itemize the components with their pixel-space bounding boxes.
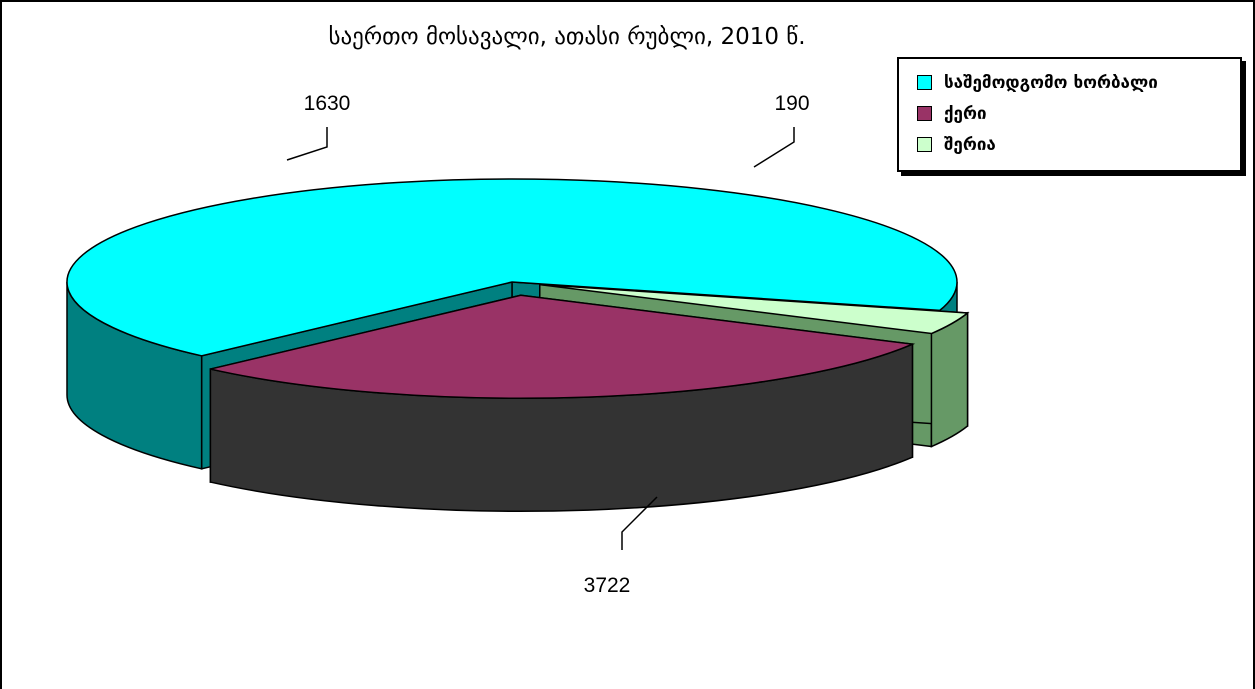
- legend-item: ქერი: [917, 98, 1240, 129]
- data-label: 3722: [584, 574, 631, 597]
- legend-swatch: [917, 75, 932, 90]
- data-label: 1630: [304, 92, 351, 115]
- legend: საშემოდგომო ხორბალი ქერი შერია: [897, 57, 1242, 172]
- legend-item: საშემოდგომო ხორბალი: [917, 67, 1240, 98]
- leader-line: [286, 127, 328, 161]
- legend-label: შერია: [944, 134, 996, 155]
- legend-label: ქერი: [944, 103, 987, 124]
- data-label: 190: [774, 92, 809, 115]
- legend-item: შერია: [917, 129, 1240, 160]
- pie-slice: [210, 294, 916, 400]
- leader-line: [621, 496, 658, 550]
- legend-swatch: [917, 106, 932, 121]
- legend-swatch: [917, 137, 932, 152]
- chart-title: საერთო მოსავალი, ათასი რუბლი, 2010 წ.: [328, 24, 806, 50]
- leader-line: [753, 127, 795, 168]
- legend-label: საშემოდგომო ხორბალი: [944, 72, 1158, 93]
- pie-slice: [539, 283, 970, 335]
- pie-slice: [66, 178, 958, 357]
- pie-slice-outer-wall: [930, 311, 969, 448]
